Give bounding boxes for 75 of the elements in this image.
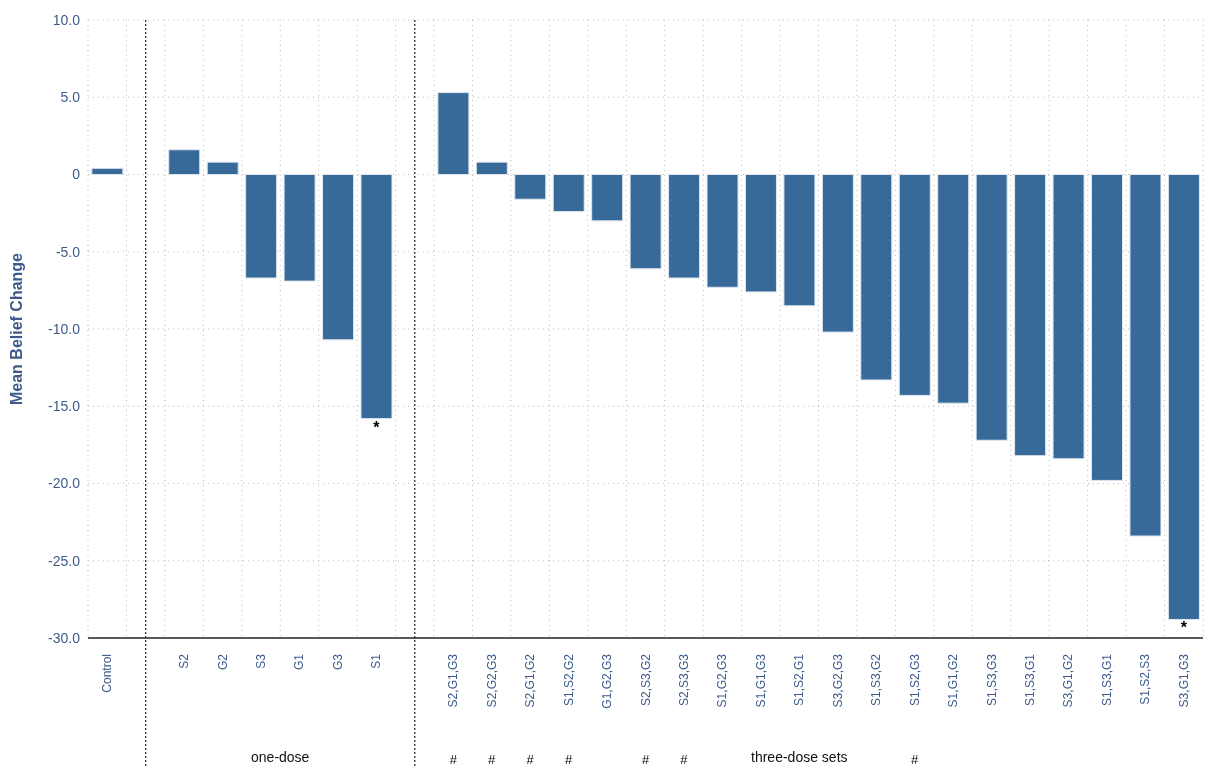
bar	[744, 174, 777, 293]
bar	[1014, 174, 1047, 457]
bar	[629, 174, 662, 270]
x-tick-label: S2,G1,G2	[523, 653, 538, 708]
x-tick-label: S1,S2,G2	[561, 653, 576, 707]
x-tick-label: S2,G1,G3	[446, 653, 461, 708]
x-tick-label: G3	[330, 653, 345, 671]
y-tick-label: -20.0	[48, 475, 81, 492]
text: #	[488, 752, 497, 767]
text: #	[641, 752, 650, 767]
bar	[514, 174, 547, 200]
x-tick-label: S1,S2,G3	[907, 653, 922, 707]
x-tick-label: S1,G2,G3	[715, 653, 730, 708]
bar	[783, 174, 816, 307]
bar	[898, 174, 931, 396]
bar	[591, 174, 624, 222]
bar	[1091, 174, 1123, 481]
y-tick-label: 5.0	[60, 89, 81, 106]
annotation: *	[373, 418, 381, 436]
y-tick-label: 0	[72, 166, 81, 183]
bar	[283, 174, 316, 282]
y-tick-label: -25.0	[48, 552, 81, 569]
bar	[360, 174, 393, 420]
x-tick-label: S1,G1,G3	[753, 653, 768, 708]
x-tick-label: S1,G1,G2	[946, 653, 961, 708]
bar	[860, 174, 893, 381]
bar	[437, 92, 470, 175]
x-tick-label: S1,S3,G3	[984, 653, 999, 707]
x-tick-label: S1	[369, 653, 384, 669]
y-tick-label: 10.0	[52, 11, 81, 28]
bar	[245, 174, 278, 279]
bar	[322, 174, 355, 341]
bar	[668, 174, 701, 279]
bar	[706, 174, 739, 288]
text: one-dose	[251, 749, 310, 765]
text: #	[449, 752, 458, 767]
bar	[168, 149, 201, 175]
x-tick-label: S3,G1,G3	[1176, 653, 1191, 708]
x-tick-label: S2,S3,G2	[638, 653, 653, 707]
x-tick-label: G2	[215, 653, 230, 671]
y-tick-label: -5.0	[55, 243, 81, 260]
x-tick-label: S3,G1,G2	[1061, 653, 1076, 708]
bar	[1129, 174, 1162, 537]
text: #	[526, 752, 535, 767]
x-tick-label: S2	[177, 653, 192, 669]
x-tick-label: S1,S3,G1	[1099, 653, 1114, 707]
x-tick-label: G1	[292, 653, 307, 671]
bar	[1052, 174, 1085, 460]
text: #	[680, 752, 689, 767]
bar	[552, 174, 585, 213]
x-tick-label: G1,G2,G3	[600, 653, 615, 709]
text: #	[564, 752, 573, 767]
bar	[1167, 174, 1200, 620]
y-tick-label: -15.0	[48, 398, 81, 415]
x-tick-label: S1,S3,G2	[869, 653, 884, 707]
y-axis-title: Mean Belief Change	[7, 252, 25, 406]
bar	[206, 161, 239, 175]
x-tick-label: S2,G2,G3	[484, 653, 499, 708]
x-tick-label: S2,S3,G3	[676, 653, 691, 707]
bar	[975, 174, 1008, 441]
bar	[91, 167, 124, 175]
text: three-dose sets	[751, 749, 848, 765]
bar	[937, 174, 970, 404]
y-tick-label: -30.0	[48, 629, 81, 646]
x-tick-label: S1,S2,S3	[1138, 653, 1153, 705]
x-tick-label: S3	[254, 653, 269, 669]
x-tick-label: Control	[100, 654, 115, 693]
x-tick-label: S3,G2,G3	[830, 653, 845, 708]
y-tick-label: -10.0	[48, 320, 81, 337]
text: #	[911, 752, 920, 767]
bar	[475, 161, 508, 175]
annotation: *	[1180, 619, 1188, 637]
bar	[821, 174, 854, 333]
x-tick-label: S1,S3,G1	[1022, 653, 1037, 707]
x-tick-label: S1,S2,G1	[792, 653, 807, 707]
